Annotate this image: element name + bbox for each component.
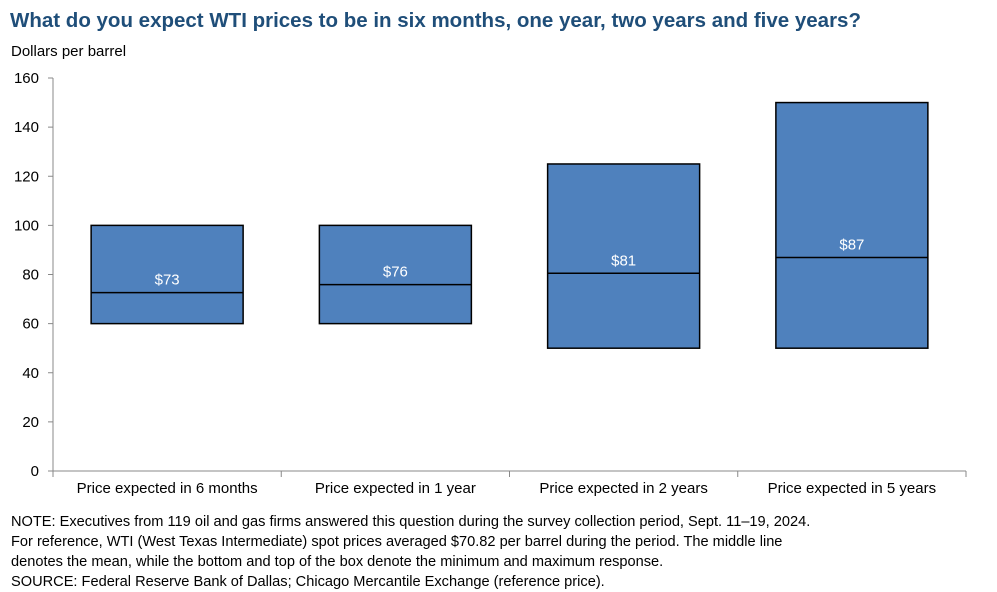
y-tick-label: 80 — [22, 267, 39, 284]
chart-title: What do you expect WTI prices to be in s… — [10, 9, 861, 32]
source-line: SOURCE: Federal Reserve Bank of Dallas; … — [11, 574, 605, 590]
y-tick-label: 20 — [22, 414, 39, 431]
y-tick-label: 120 — [14, 168, 39, 185]
x-tick-label: Price expected in 5 years — [768, 480, 936, 497]
note-line: NOTE: Executives from 119 oil and gas fi… — [11, 514, 811, 530]
y-tick-label: 60 — [22, 316, 39, 333]
y-axis-unit-label: Dollars per barrel — [11, 43, 127, 60]
x-tick-label: Price expected in 2 years — [539, 480, 707, 497]
boxes: $73 $76 $81 $87 — [90, 101, 929, 349]
range-box — [318, 224, 473, 325]
mean-label: $81 — [611, 252, 636, 269]
mean-label: $87 — [839, 237, 864, 254]
mean-label: $73 — [155, 272, 180, 289]
y-tick-label: 140 — [14, 119, 39, 136]
y-tick-label: 40 — [22, 365, 39, 382]
range-box — [90, 224, 244, 325]
note-line: For reference, WTI (West Texas Intermedi… — [11, 534, 783, 550]
range-box — [546, 163, 701, 349]
y-tick-label: 100 — [14, 217, 39, 234]
axes: 0 20 40 60 80 100 120 140 160 Price expected in 6… — [14, 70, 967, 497]
chart-notes: NOTE: Executives from 119 oil and gas fi… — [11, 512, 991, 592]
mean-label: $76 — [383, 264, 408, 281]
note-line: denotes the mean, while the bottom and t… — [11, 554, 664, 570]
x-tick-label: Price expected in 6 months — [77, 480, 258, 497]
y-tick-label: 160 — [14, 70, 39, 87]
x-tick-label: Price expected in 1 year — [315, 480, 476, 497]
y-tick-label: 0 — [31, 463, 39, 480]
range-box — [775, 101, 929, 349]
